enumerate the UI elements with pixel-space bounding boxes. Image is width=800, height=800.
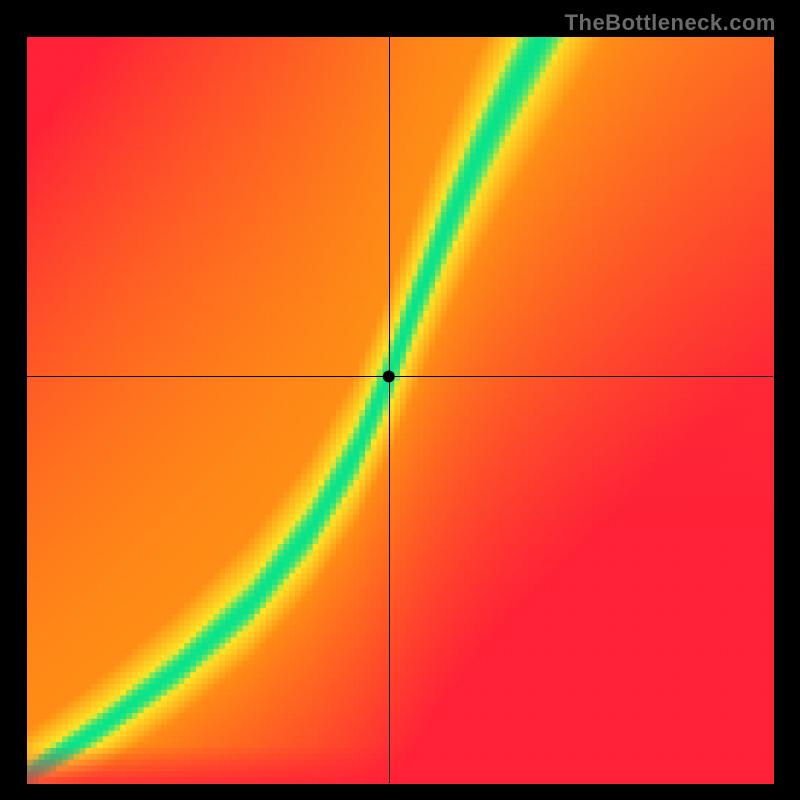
heatmap-canvas: [0, 0, 800, 800]
watermark-text: TheBottleneck.com: [565, 10, 776, 36]
chart-frame: TheBottleneck.com: [0, 0, 800, 800]
